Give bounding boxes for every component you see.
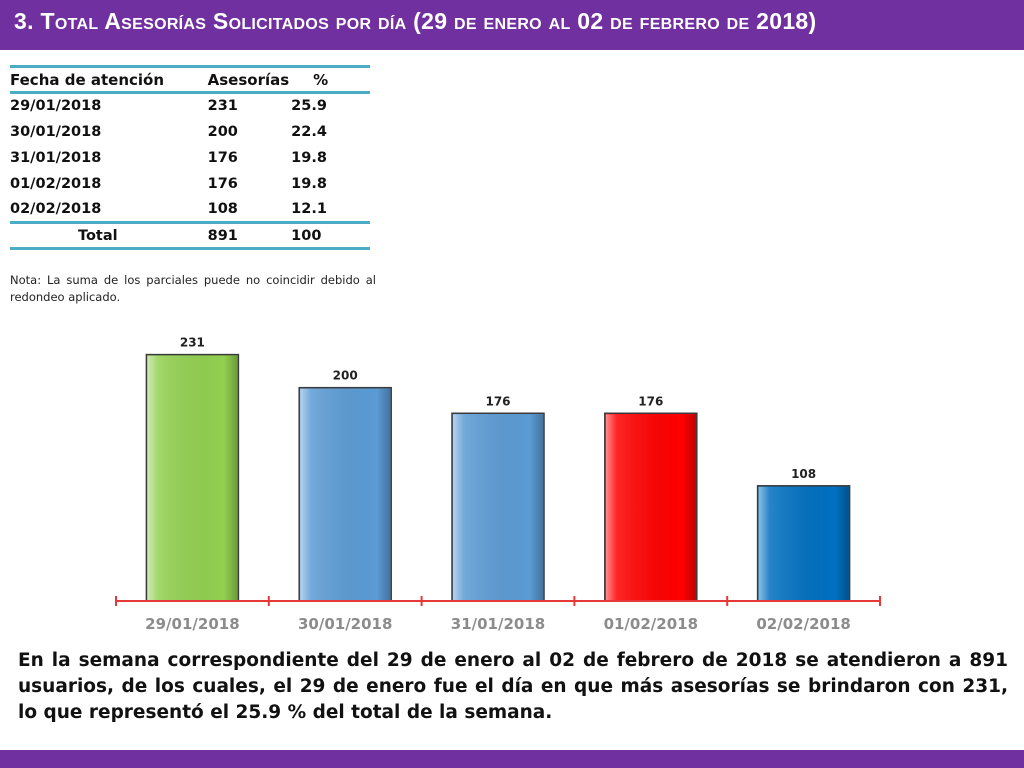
cell-date: 02/02/2018 bbox=[10, 200, 102, 217]
section-number: 3. bbox=[14, 8, 34, 34]
bar-sheen-3 bbox=[453, 414, 543, 600]
labels-layer: 231 29/01/2018 200 30/01/2018 176 31/01/2018 1… bbox=[145, 336, 851, 633]
cell-pct: 12.1 bbox=[291, 200, 327, 217]
table-row: 29/01/2018 231 25.9 bbox=[10, 93, 370, 119]
header-pct: % bbox=[313, 70, 329, 89]
cell-pct: 22.4 bbox=[291, 123, 327, 140]
tick-label-2: 30/01/2018 bbox=[298, 615, 392, 633]
data-table: Fecha de atención Asesorías % 29/01/2018… bbox=[10, 65, 370, 250]
data-label-4: 176 bbox=[638, 394, 663, 408]
header-date: Fecha de atención bbox=[10, 70, 165, 89]
header-count: Asesorías bbox=[207, 70, 290, 89]
cell-pct: 19.8 bbox=[291, 175, 327, 192]
cell-date: 30/01/2018 bbox=[10, 123, 102, 140]
bars-layer bbox=[145, 353, 851, 602]
table-row: 31/01/2018 176 19.8 bbox=[10, 145, 370, 171]
bar-sheen-5 bbox=[758, 486, 849, 600]
tick-label-4: 01/02/2018 bbox=[604, 615, 698, 633]
bar-sheen-4 bbox=[605, 414, 696, 600]
bar-sheen-1 bbox=[147, 355, 238, 600]
tick-label-5: 02/02/2018 bbox=[756, 615, 850, 633]
tick-label-3: 31/01/2018 bbox=[451, 615, 545, 633]
cell-count: 200 bbox=[207, 123, 238, 140]
cell-count: 176 bbox=[207, 149, 238, 166]
table-header-row: Fecha de atención Asesorías % bbox=[10, 66, 370, 93]
bar-sheen-2 bbox=[300, 388, 391, 600]
table-row: 30/01/2018 200 22.4 bbox=[10, 119, 370, 145]
x-axis bbox=[115, 596, 881, 606]
data-label-5: 108 bbox=[791, 467, 816, 481]
cell-date: 29/01/2018 bbox=[10, 98, 102, 115]
title-range: (29 de enero al 02 de febrero de 2018) bbox=[413, 8, 817, 34]
cell-date: 31/01/2018 bbox=[10, 149, 102, 166]
table-row: 01/02/2018 176 19.8 bbox=[10, 171, 370, 197]
table-row: 02/02/2018 108 12.1 bbox=[10, 197, 370, 223]
total-label: Total bbox=[78, 227, 118, 244]
data-label-1: 231 bbox=[180, 336, 205, 350]
data-label-2: 200 bbox=[333, 369, 358, 383]
cell-count: 231 bbox=[207, 98, 238, 115]
bottom-bar bbox=[0, 750, 1024, 768]
summary-text: En la semana correspondiente del 29 de e… bbox=[18, 650, 1008, 723]
total-count: 891 bbox=[207, 227, 238, 244]
total-pct: 100 bbox=[291, 227, 322, 244]
title-bar: 3. Total Asesorías Solicitados por día (… bbox=[0, 0, 1024, 50]
data-label-3: 176 bbox=[485, 394, 510, 408]
page-title: 3. Total Asesorías Solicitados por día (… bbox=[14, 8, 816, 35]
cell-pct: 25.9 bbox=[291, 98, 327, 115]
footnote: Nota: La suma de los parciales puede no … bbox=[10, 273, 376, 304]
cell-pct: 19.8 bbox=[291, 149, 327, 166]
cell-count: 176 bbox=[207, 175, 238, 192]
tick-label-1: 29/01/2018 bbox=[145, 615, 239, 633]
bar-chart: 231 29/01/2018 200 30/01/2018 176 31/01/2018 1… bbox=[115, 336, 881, 633]
table-total-row: Total 891 100 bbox=[10, 222, 370, 249]
cell-count: 108 bbox=[207, 200, 238, 217]
cell-date: 01/02/2018 bbox=[10, 175, 102, 192]
title-main: Total Asesorías Solicitados por día bbox=[40, 8, 407, 34]
